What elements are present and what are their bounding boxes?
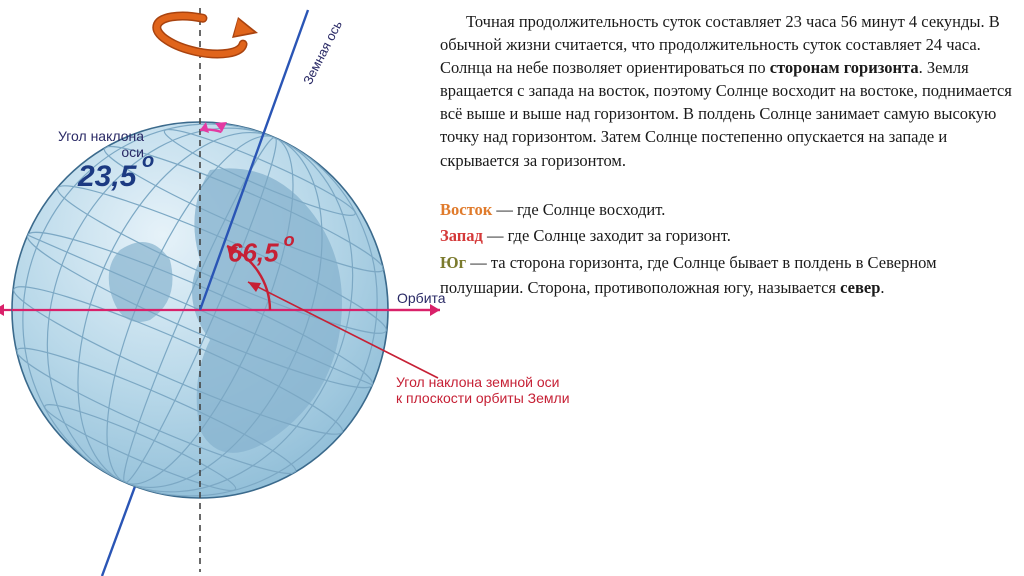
- definitions-block: Восток — где Солнце восходит. Запад — гд…: [440, 198, 1014, 301]
- text-column: Точная продолжительность суток составляе…: [420, 0, 1024, 576]
- rotation-arrow-icon: [153, 9, 258, 61]
- def-south: Юг — та сторона горизонта, где Солнце бы…: [440, 251, 1014, 301]
- tilt-label: Угол наклона оси: [24, 128, 144, 160]
- earth-tilt-diagram: Земная ось Угол наклона оси 23,5 o 66,5 …: [0, 0, 420, 576]
- angle-66-5: 66,5 o: [228, 236, 295, 269]
- orbit-label: Орбита: [397, 290, 446, 306]
- angle-23-5: 23,5 o: [78, 158, 154, 194]
- def-east: Восток — где Солнце восходит.: [440, 198, 1014, 223]
- def-west: Запад — где Солнце заходит за горизонт.: [440, 224, 1014, 249]
- orbit-caption: Угол наклона земной оси к плоскости орби…: [396, 374, 616, 406]
- globe-svg: [0, 0, 440, 576]
- paragraph-main: Точная продолжительность суток составляе…: [440, 10, 1014, 172]
